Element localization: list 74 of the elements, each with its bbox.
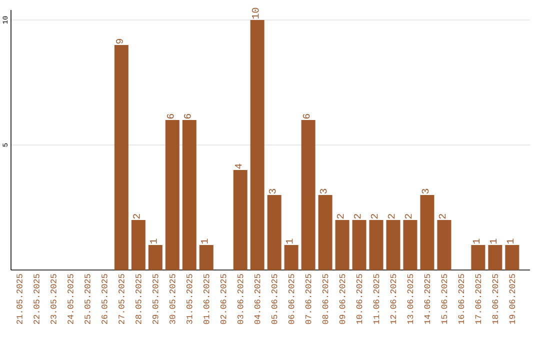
data-label: 1 (150, 238, 157, 244)
data-label: 2 (370, 214, 378, 219)
bar (335, 220, 350, 270)
bar (267, 195, 282, 270)
x-tick-label: 19.06.2025 (509, 274, 516, 324)
data-label: 6 (184, 114, 191, 119)
bar (284, 245, 298, 270)
data-label: 1 (201, 238, 208, 244)
x-tick-label: 18.06.2025 (492, 274, 498, 324)
bar (471, 245, 486, 270)
x-tick-label: 06.06.2025 (288, 274, 294, 324)
bar (131, 220, 146, 270)
x-tick-label: 14.06.2025 (424, 274, 430, 324)
x-tick-label: 31.05.2025 (186, 274, 192, 324)
bar (301, 120, 316, 270)
bar (386, 220, 400, 270)
bar (233, 170, 248, 270)
data-label: 1 (490, 238, 496, 244)
bar (369, 220, 384, 270)
x-tick-label: 26.05.2025 (102, 274, 108, 324)
x-tick-label: 17.06.2025 (475, 274, 482, 324)
x-tick-label: 10.06.2025 (356, 274, 362, 324)
bar (114, 44, 128, 270)
bar (505, 245, 520, 270)
x-tick-label: 12.06.2025 (390, 274, 396, 324)
x-tick-label: 24.05.2025 (68, 274, 74, 324)
data-label: 4 (235, 164, 242, 169)
bar (420, 195, 434, 270)
x-tick-label: 29.05.2025 (152, 274, 158, 324)
data-label: 6 (166, 114, 174, 119)
data-label: 2 (133, 214, 140, 219)
x-tick-label: 23.05.2025 (50, 274, 56, 324)
bar (148, 245, 162, 270)
x-tick-label: 30.05.2025 (170, 274, 176, 324)
x-tick-label: 27.05.2025 (118, 274, 124, 324)
x-tick-label: 01.06.2025 (203, 274, 210, 324)
x-tick-label: 04.06.2025 (254, 274, 260, 324)
bar (403, 220, 418, 270)
x-tick-label: 28.05.2025 (136, 274, 142, 324)
data-label: 3 (268, 188, 276, 194)
x-tick-label: 03.06.2025 (237, 274, 244, 324)
data-label: 1 (286, 238, 293, 244)
data-label: 10 (252, 8, 259, 19)
bar (352, 220, 366, 270)
x-tick-label: 25.05.2025 (84, 274, 90, 324)
data-label: 3 (422, 188, 429, 194)
bar (199, 245, 214, 270)
data-label: 9 (116, 38, 123, 44)
x-tick-label: 02.06.2025 (220, 274, 226, 324)
data-label: 2 (388, 214, 395, 219)
bar (437, 220, 452, 270)
bar (488, 245, 502, 270)
x-tick-label: 05.06.2025 (271, 274, 278, 324)
data-label: 2 (336, 214, 344, 219)
x-tick-label: 08.06.2025 (322, 274, 328, 324)
bar (165, 120, 180, 270)
data-label: 1 (506, 238, 514, 244)
x-tick-label: 21.05.2025 (16, 274, 22, 324)
data-label: 2 (404, 214, 412, 219)
data-label: 2 (438, 214, 446, 219)
bar (318, 195, 332, 270)
x-tick-label: 09.06.2025 (339, 274, 346, 324)
bar (250, 20, 264, 270)
x-tick-label: 07.06.2025 (305, 274, 312, 324)
x-tick-label: 16.06.2025 (458, 274, 464, 324)
data-label: 3 (320, 188, 327, 194)
x-tick-label: 13.06.2025 (407, 274, 414, 324)
data-label: 2 (354, 214, 361, 219)
bar (182, 120, 196, 270)
data-label: 1 (472, 238, 480, 244)
data-label: 6 (302, 114, 310, 119)
x-tick-label: 22.05.2025 (34, 274, 40, 324)
x-tick-label: 11.06.2025 (373, 274, 380, 324)
x-tick-label: 15.06.2025 (441, 274, 448, 324)
